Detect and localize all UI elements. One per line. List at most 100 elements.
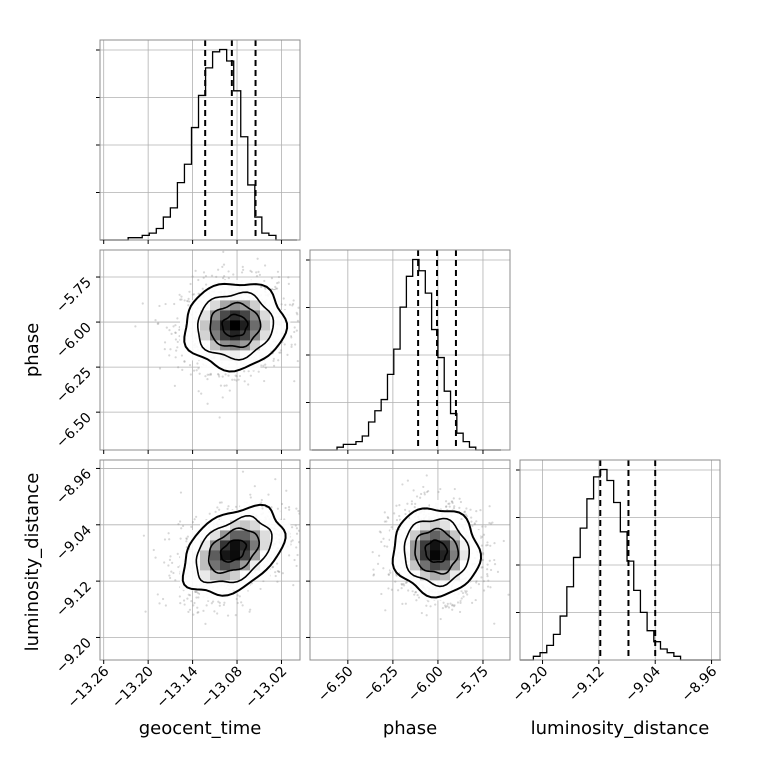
scatter-point <box>444 505 448 508</box>
scatter-point <box>227 374 230 377</box>
density-cell <box>220 290 231 301</box>
scatter-point <box>193 518 196 521</box>
scatter-point <box>293 326 296 329</box>
scatter-point <box>185 537 188 541</box>
scatter-point <box>417 596 421 599</box>
scatter-point <box>195 596 198 599</box>
y-tick-label-luminosity-distance: −8.96 <box>53 466 95 508</box>
scatter-point <box>287 506 291 509</box>
scatter-point <box>297 509 300 513</box>
density-cell <box>220 560 231 571</box>
scatter-point <box>187 300 190 303</box>
scatter-point <box>290 540 293 543</box>
density-cell <box>190 560 201 571</box>
scatter-point <box>458 610 462 614</box>
scatter-point <box>491 521 494 524</box>
x-tick-label-geocent-time: −13.08 <box>198 664 246 712</box>
scatter-point <box>283 518 286 521</box>
scatter-point <box>181 524 185 528</box>
density-cell <box>280 540 291 551</box>
scatter-point <box>235 375 238 378</box>
scatter-point <box>192 369 196 372</box>
scatter-point <box>281 572 284 575</box>
density-cell <box>230 540 241 551</box>
scatter-point <box>294 524 297 527</box>
scatter-point <box>216 373 220 376</box>
scatter-point <box>211 600 215 603</box>
y-axis-label-luminosity-distance: luminosity_distance <box>22 473 43 652</box>
scatter-point <box>485 544 488 547</box>
scatter-point <box>477 583 481 586</box>
scatter-point <box>277 359 280 362</box>
scatter-point <box>187 304 190 307</box>
scatter-point <box>247 383 250 386</box>
corner-panels: −13.26−13.20−13.14−13.08−13.02 −6.50 −6.25… <box>53 39 721 712</box>
scatter-point <box>187 610 190 613</box>
density-cell <box>450 540 461 551</box>
scatter-point <box>258 273 261 276</box>
density-cell <box>470 540 481 551</box>
panel-frame <box>99 39 301 241</box>
scatter-point <box>471 601 474 604</box>
scatter-point <box>168 558 172 561</box>
density-cell <box>430 560 441 571</box>
scatter-point <box>274 571 277 574</box>
density-cell <box>440 570 451 581</box>
x-tick-label-phase: −5.75 <box>450 664 492 706</box>
density-cell <box>430 520 441 531</box>
scatter-point <box>434 603 437 606</box>
scatter-point <box>400 582 403 586</box>
scatter-point <box>376 562 380 566</box>
scatter-point <box>188 290 191 293</box>
density-cell <box>390 550 401 561</box>
scatter-point <box>158 602 161 605</box>
density-cell <box>450 510 461 521</box>
scatter-point <box>302 528 304 530</box>
scatter-point <box>264 287 267 290</box>
scatter-point <box>168 329 171 332</box>
scatter-point <box>372 568 375 571</box>
scatter-point <box>406 502 409 505</box>
density-panel-geocent-time-vs-luminosity-distance <box>96 459 308 664</box>
scatter-point <box>202 609 205 612</box>
scatter-point <box>176 552 179 555</box>
density-cell <box>470 550 481 561</box>
scatter-point <box>471 524 474 527</box>
scatter-point <box>493 542 496 545</box>
scatter-point <box>427 489 430 493</box>
scatter-point <box>183 603 186 606</box>
scatter-point <box>447 502 450 505</box>
scatter-point <box>486 568 489 571</box>
scatter-point <box>176 317 179 320</box>
density-cell <box>260 290 271 301</box>
scatter-point <box>197 592 200 595</box>
scatter-point <box>493 563 497 566</box>
scatter-point <box>192 613 195 616</box>
scatter-point <box>255 275 259 278</box>
scatter-point <box>158 304 161 308</box>
scatter-point <box>216 506 219 509</box>
scatter-point <box>189 373 192 376</box>
scatter-point <box>235 379 238 382</box>
scatter-point <box>420 611 423 615</box>
scatter-point <box>264 363 267 366</box>
scatter-point <box>218 601 221 604</box>
scatter-point <box>216 612 219 615</box>
scatter-point <box>249 269 252 272</box>
density-cell <box>420 580 431 591</box>
density-cell <box>260 570 271 581</box>
scatter-point <box>210 602 213 605</box>
scatter-point <box>306 547 308 549</box>
scatter-point <box>487 579 490 582</box>
density-cell <box>420 530 431 541</box>
scatter-point <box>486 563 489 566</box>
scatter-point <box>463 511 466 514</box>
scatter-point <box>218 604 221 607</box>
density-panel-phase-vs-luminosity-distance <box>306 459 511 664</box>
scatter-point <box>208 512 211 515</box>
x-axis-label-geocent-time: geocent_time <box>139 718 262 739</box>
scatter-point <box>385 520 388 523</box>
contour-1.5-sigma <box>195 514 273 584</box>
scatter-point <box>218 416 221 419</box>
